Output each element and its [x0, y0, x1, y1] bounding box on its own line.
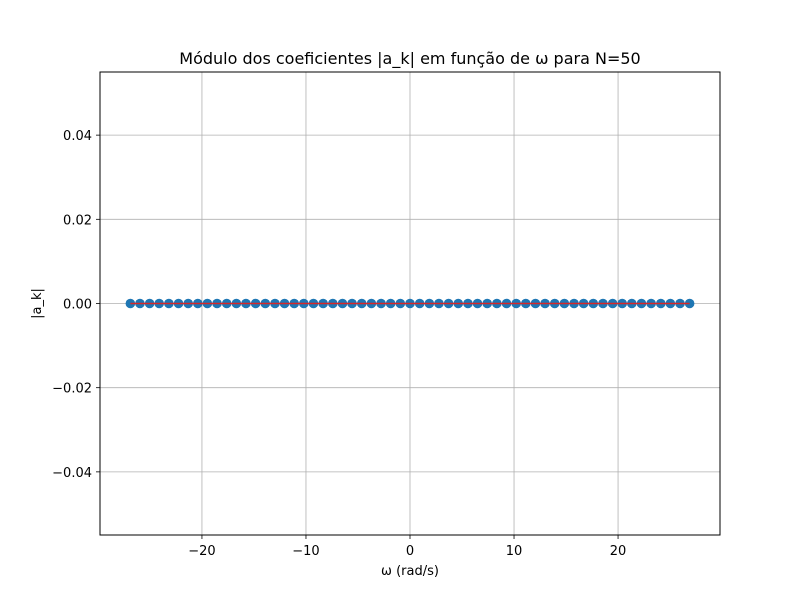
tick-layer: −20 −10 0 10 20 −0.04 −0.02 0.00 0.02 0.04 — [52, 129, 626, 559]
chart-title: Módulo dos coeficientes |a_k| em função … — [179, 49, 640, 69]
x-axis-label: ω (rad/s) — [381, 564, 439, 579]
x-tick-label: 20 — [610, 544, 627, 559]
y-tick-label: 0.02 — [63, 213, 92, 228]
y-tick-label: −0.02 — [52, 382, 92, 397]
point-layer — [125, 298, 695, 309]
x-tick-label: 0 — [406, 544, 414, 559]
y-tick-label: 0.04 — [63, 129, 92, 144]
y-tick-label: −0.04 — [52, 466, 92, 481]
y-axis-label: |a_k| — [30, 288, 45, 319]
x-tick-label: 10 — [506, 544, 523, 559]
x-tick-label: −10 — [292, 544, 319, 559]
y-tick-label: 0.00 — [63, 298, 92, 313]
x-tick-label: −20 — [188, 544, 215, 559]
